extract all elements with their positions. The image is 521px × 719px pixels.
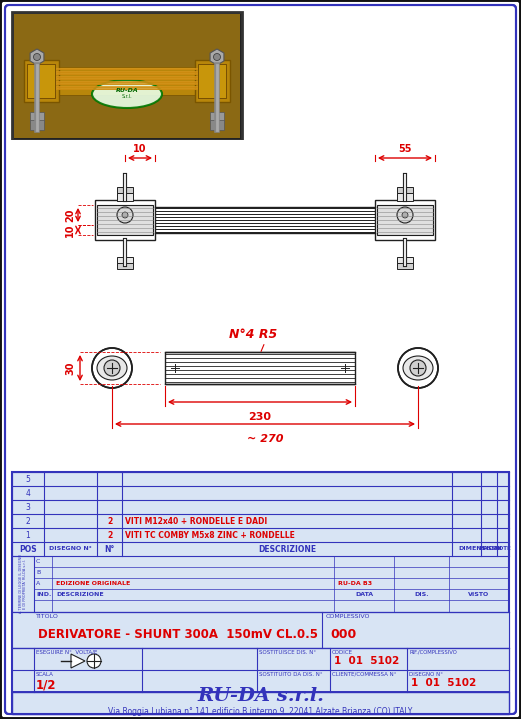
Text: 2: 2 [107, 516, 112, 526]
Text: 10: 10 [133, 144, 147, 154]
Text: 5: 5 [26, 475, 30, 483]
Text: N°4 R5: N°4 R5 [229, 329, 277, 342]
Circle shape [168, 361, 182, 375]
Bar [12, 612, 509, 648]
Bar [14, 14, 240, 138]
Circle shape [87, 654, 101, 668]
Circle shape [397, 207, 413, 223]
Text: VITI TC COMBY M5x8 ZINC + RONDELLE: VITI TC COMBY M5x8 ZINC + RONDELLE [125, 531, 295, 539]
Text: DATA: DATA [355, 592, 373, 597]
Bar [12, 648, 509, 692]
Text: DIMENSIONI: DIMENSIONI [458, 546, 502, 551]
Bar [12, 692, 509, 714]
Text: RU-DA s.r.l.: RU-DA s.r.l. [197, 687, 324, 705]
Text: N°: N° [104, 544, 115, 554]
Text: 55: 55 [398, 144, 412, 154]
Text: ~ 270: ~ 270 [247, 434, 283, 444]
Text: RU-DA: RU-DA [116, 88, 139, 93]
Bar [95, 200, 155, 240]
Bar [30, 112, 44, 122]
Text: DIS.: DIS. [414, 592, 429, 597]
Text: EDIZIONE ORIGINALE: EDIZIONE ORIGINALE [56, 581, 130, 586]
Text: 20: 20 [65, 209, 75, 221]
Circle shape [214, 53, 220, 60]
Bar [12, 556, 34, 612]
Bar [117, 263, 133, 269]
Circle shape [117, 207, 133, 223]
Bar [210, 120, 224, 130]
Text: VISTO: VISTO [468, 592, 490, 597]
Text: Via Roggia Lubiana n° 141 edificio B interno 9  22041 Alzate Brianza (CO) ITALY: Via Roggia Lubiana n° 141 edificio B int… [108, 707, 413, 717]
Text: IND.: IND. [36, 592, 52, 597]
Text: 1/2: 1/2 [36, 678, 56, 691]
Text: ESEGUIRE N°  VOLTA/E: ESEGUIRE N° VOLTA/E [36, 650, 97, 655]
Text: S.r.l.: S.r.l. [122, 94, 132, 99]
Bar [195, 60, 230, 102]
Bar [24, 60, 59, 102]
Text: SOSTITUITO DA DIS. N°: SOSTITUITO DA DIS. N° [259, 672, 322, 677]
Text: SOSTITUISCE DIS. N°: SOSTITUISCE DIS. N° [259, 650, 316, 655]
Circle shape [338, 361, 352, 375]
Circle shape [402, 212, 408, 218]
Circle shape [122, 212, 128, 218]
Bar [375, 200, 435, 240]
Bar [117, 257, 133, 265]
Text: DISEGNO N°: DISEGNO N° [49, 546, 92, 551]
Bar [165, 352, 355, 384]
Ellipse shape [97, 356, 127, 380]
Text: RIF./COMPLESSIVO: RIF./COMPLESSIVO [409, 650, 457, 655]
Bar [397, 193, 413, 201]
Text: 30: 30 [65, 361, 75, 375]
Bar [10, 140, 511, 480]
Bar [12, 12, 242, 140]
Text: 2: 2 [26, 516, 30, 526]
Bar [12, 472, 509, 714]
Bar [210, 112, 224, 122]
Circle shape [398, 348, 438, 388]
Bar [30, 120, 44, 130]
Circle shape [33, 53, 41, 60]
Text: 3: 3 [26, 503, 30, 511]
Bar [27, 67, 227, 95]
Text: MASSA: MASSA [478, 546, 500, 551]
Bar [117, 193, 133, 201]
Bar [117, 187, 133, 193]
Bar [397, 257, 413, 265]
Bar [377, 205, 433, 235]
Circle shape [104, 360, 120, 376]
Circle shape [92, 348, 132, 388]
Text: 2: 2 [107, 531, 112, 539]
Bar [397, 187, 413, 193]
Text: A TERMINE DI LEGGE IL DISEGNO
E DI PROPRIETA' RU-DA s.r.l.: A TERMINE DI LEGGE IL DISEGNO E DI PROPR… [19, 554, 27, 613]
Bar [198, 64, 226, 98]
Text: 000: 000 [330, 628, 356, 641]
Text: DISEGNO N°: DISEGNO N° [409, 672, 443, 677]
Text: 230: 230 [249, 412, 271, 422]
Bar [27, 64, 55, 98]
Text: 4: 4 [26, 488, 30, 498]
Text: CLIENTE/COMMESSA N°: CLIENTE/COMMESSA N° [332, 672, 396, 677]
Bar [97, 205, 153, 235]
Bar [397, 263, 413, 269]
FancyBboxPatch shape [5, 5, 516, 714]
Text: A: A [36, 581, 40, 586]
Text: SCALA: SCALA [36, 672, 54, 677]
Text: DESCRIZIONE: DESCRIZIONE [258, 544, 316, 554]
Text: RU-DA B3: RU-DA B3 [338, 581, 372, 586]
Circle shape [410, 360, 426, 376]
Text: DESCRIZIONE: DESCRIZIONE [56, 592, 104, 597]
Polygon shape [71, 654, 85, 668]
Text: POS: POS [19, 544, 37, 554]
Text: TITOLO: TITOLO [36, 614, 59, 619]
Bar [27, 67, 227, 95]
Text: 10: 10 [65, 224, 75, 237]
Text: 1  01  5102: 1 01 5102 [411, 678, 476, 688]
Text: CODICE: CODICE [332, 650, 353, 655]
Text: C: C [36, 559, 40, 564]
Text: B: B [36, 570, 40, 575]
Text: VITI M12x40 + RONDELLE E DADI: VITI M12x40 + RONDELLE E DADI [125, 516, 267, 526]
Ellipse shape [403, 356, 433, 380]
Text: 1: 1 [26, 531, 30, 539]
Ellipse shape [92, 80, 162, 108]
